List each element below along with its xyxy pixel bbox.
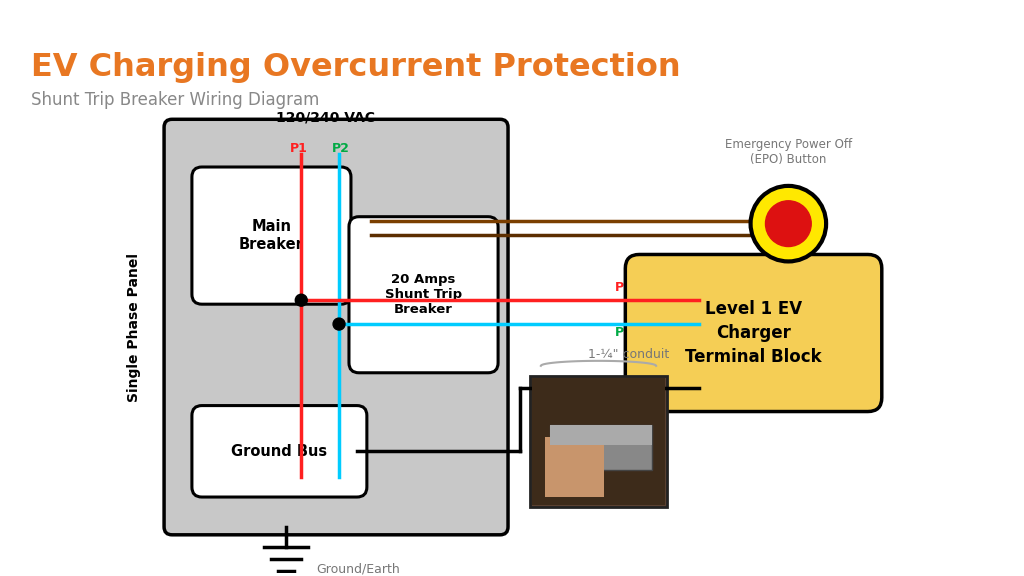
- Text: Shunt Trip Breaker Wiring Diagram: Shunt Trip Breaker Wiring Diagram: [31, 92, 319, 109]
- FancyBboxPatch shape: [191, 406, 367, 497]
- Text: Level 1 EV
Charger
Terminal Block: Level 1 EV Charger Terminal Block: [685, 301, 822, 366]
- FancyBboxPatch shape: [626, 255, 882, 411]
- Circle shape: [766, 201, 811, 247]
- Circle shape: [295, 294, 307, 306]
- Text: P2: P2: [614, 326, 632, 339]
- Text: P2: P2: [332, 142, 350, 155]
- Text: EV Charging Overcurrent Protection: EV Charging Overcurrent Protection: [31, 52, 681, 83]
- Text: Ground/Earth: Ground/Earth: [316, 562, 400, 575]
- Text: Main
Breaker: Main Breaker: [239, 219, 304, 252]
- Text: P1: P1: [291, 142, 308, 155]
- FancyBboxPatch shape: [349, 217, 498, 373]
- Text: Single Phase Panel: Single Phase Panel: [127, 252, 141, 401]
- Text: 120/240 VAC: 120/240 VAC: [275, 110, 375, 124]
- Bar: [529, 376, 667, 507]
- Text: 20 Amps
Shunt Trip
Breaker: 20 Amps Shunt Trip Breaker: [385, 273, 462, 316]
- FancyBboxPatch shape: [191, 167, 351, 304]
- Bar: [531, 378, 665, 505]
- Bar: [550, 426, 652, 470]
- Text: Emergency Power Off
(EPO) Button: Emergency Power Off (EPO) Button: [725, 138, 852, 166]
- Circle shape: [333, 318, 345, 330]
- Bar: [545, 437, 604, 497]
- Circle shape: [751, 186, 826, 262]
- Text: Ground Bus: Ground Bus: [231, 444, 328, 459]
- Text: P1: P1: [614, 281, 632, 294]
- Text: 1-¼" conduit: 1-¼" conduit: [588, 348, 669, 361]
- FancyBboxPatch shape: [164, 119, 508, 535]
- Bar: [550, 426, 652, 445]
